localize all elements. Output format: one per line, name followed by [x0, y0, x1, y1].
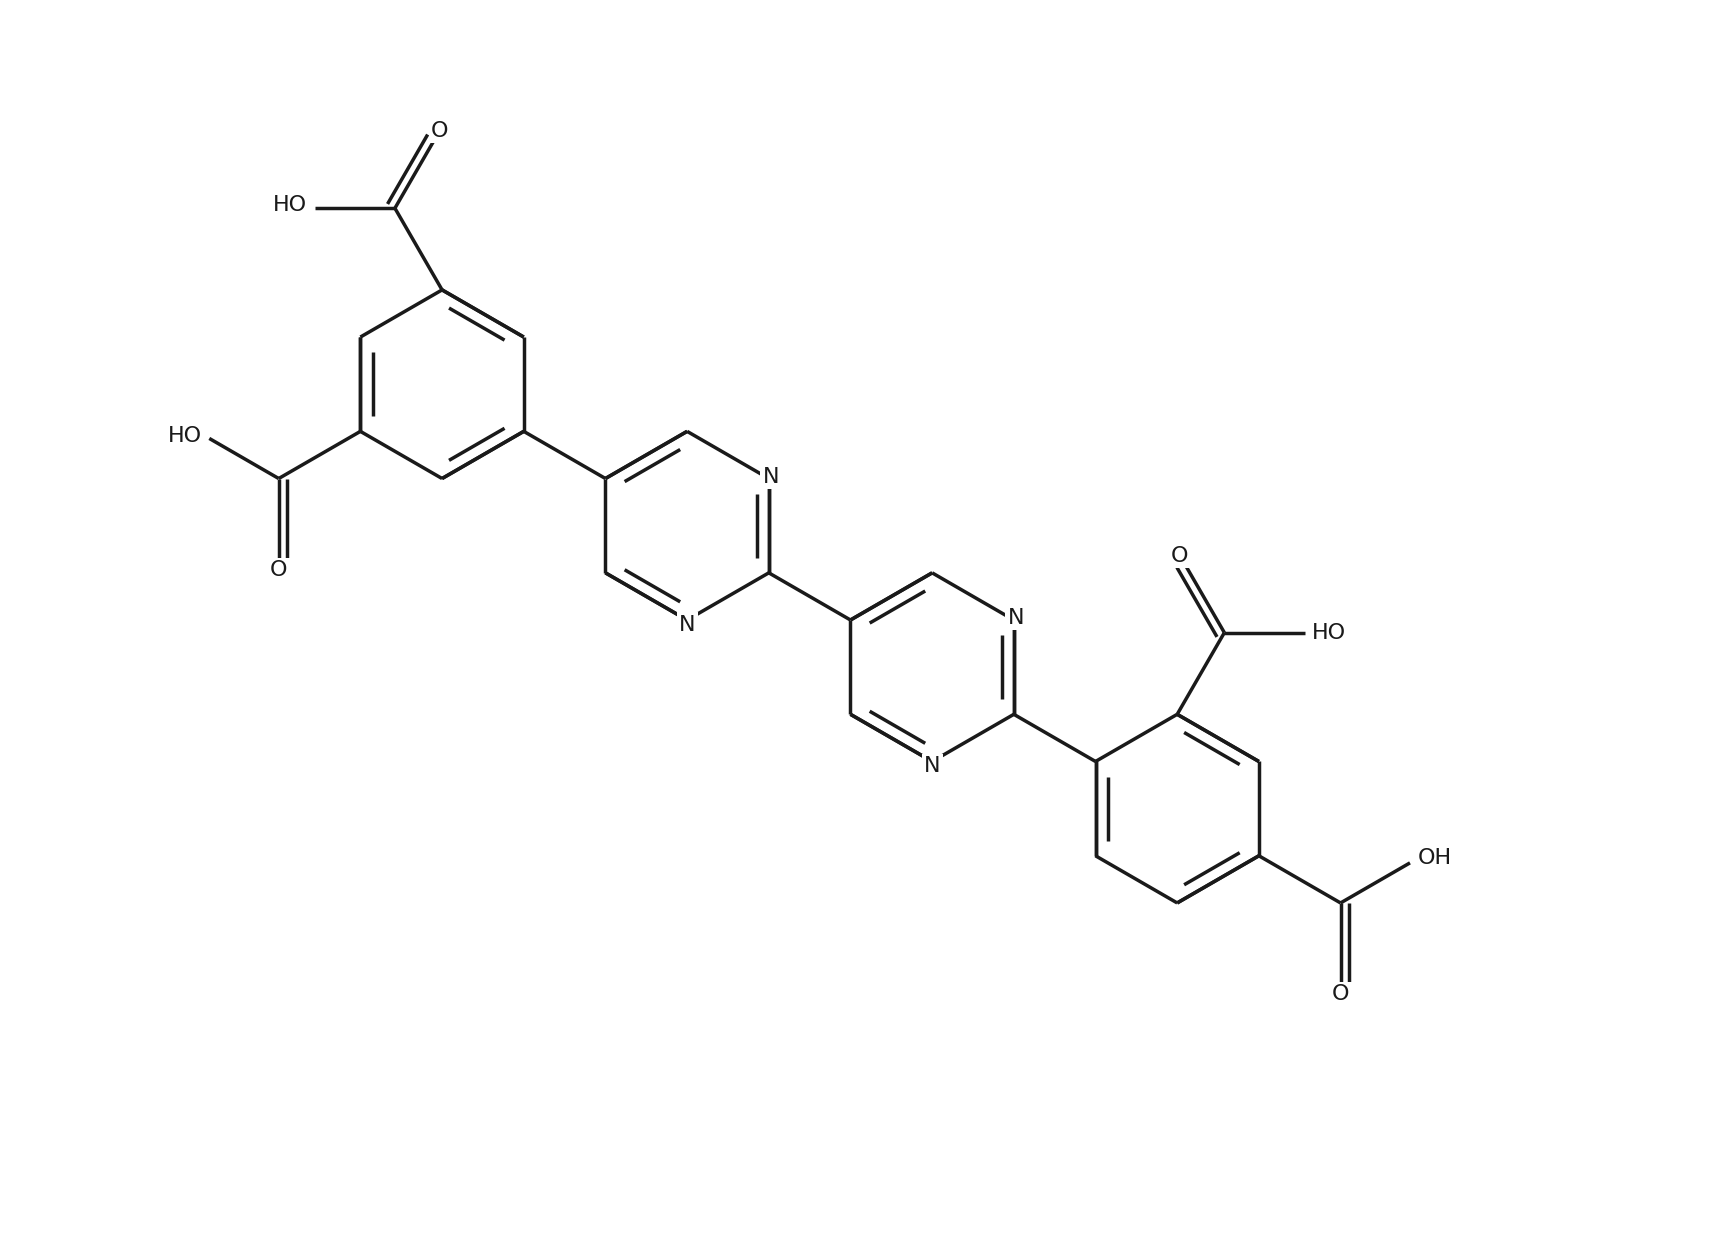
Text: N: N [923, 756, 940, 776]
Text: N: N [762, 466, 778, 486]
Text: HO: HO [168, 425, 201, 445]
Text: O: O [1330, 985, 1349, 1004]
Text: N: N [679, 615, 695, 635]
Text: HO: HO [274, 196, 307, 216]
Text: N: N [1006, 608, 1024, 629]
Text: O: O [270, 560, 288, 580]
Text: O: O [1171, 546, 1188, 565]
Text: HO: HO [1311, 622, 1346, 642]
Text: OH: OH [1417, 848, 1451, 868]
Text: O: O [431, 122, 449, 141]
